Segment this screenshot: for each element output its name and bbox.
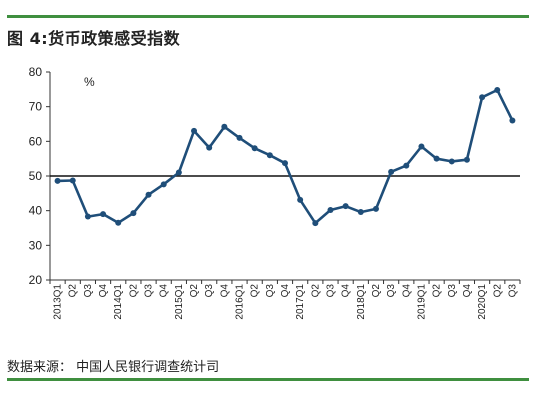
x-tick-label: 2013Q1 <box>53 284 64 320</box>
data-point <box>160 181 167 188</box>
x-tick-label: Q3 <box>265 284 276 298</box>
data-point <box>433 155 440 162</box>
data-point <box>372 205 379 212</box>
x-tick-label: 2020Q1 <box>477 284 488 320</box>
x-tick-label: Q4 <box>401 284 412 298</box>
series-line-0 <box>57 88 514 225</box>
x-tick-label: 2019Q1 <box>416 284 427 320</box>
x-tick-label: Q4 <box>219 284 230 298</box>
x-tick-label: Q2 <box>189 284 200 298</box>
x-tick-label: 2014Q1 <box>113 284 124 320</box>
x-tick-label: Q2 <box>371 284 382 298</box>
data-point <box>479 94 486 101</box>
x-tick-label: Q4 <box>159 284 170 298</box>
x-tick-label: Q3 <box>386 284 397 298</box>
y-tick-label: 50 <box>29 169 43 183</box>
data-point <box>145 191 152 198</box>
x-tick-label: Q3 <box>83 284 94 298</box>
data-point <box>357 209 364 216</box>
data-point <box>418 143 425 150</box>
data-point <box>84 213 91 220</box>
data-point <box>494 87 501 94</box>
x-tick-label: Q2 <box>432 284 443 298</box>
y-tick-label: 80 <box>29 65 43 79</box>
data-point <box>69 177 76 184</box>
x-tick-label: Q4 <box>98 284 109 298</box>
x-tick-label: Q3 <box>204 284 215 298</box>
x-tick-label: Q2 <box>492 284 503 298</box>
data-point <box>403 162 410 169</box>
y-tick-label: 40 <box>29 204 43 218</box>
x-tick-label: Q2 <box>310 284 321 298</box>
y-tick-label: 20 <box>29 273 43 287</box>
x-tick-label: Q4 <box>462 284 473 298</box>
top-rule <box>7 15 529 18</box>
x-tick-label: Q4 <box>280 284 291 298</box>
x-tick-label: Q3 <box>447 284 458 298</box>
data-point <box>251 145 258 152</box>
y-tick-label: 70 <box>29 100 43 114</box>
x-tick-label: 2016Q1 <box>235 284 246 320</box>
data-point <box>282 160 288 167</box>
data-point <box>266 152 273 159</box>
data-point <box>130 210 137 217</box>
x-tick-label: Q3 <box>325 284 336 298</box>
data-point <box>191 127 198 134</box>
source-note: 数据来源： 中国人民银行调查统计司 <box>7 360 220 375</box>
x-tick-label: Q3 <box>144 284 155 298</box>
unit-label: % <box>84 75 95 89</box>
x-tick-label: Q2 <box>68 284 79 298</box>
data-point <box>463 156 470 163</box>
x-tick-label: Q2 <box>250 284 261 298</box>
x-tick-label: Q4 <box>341 284 352 298</box>
data-point <box>388 168 395 175</box>
x-tick-label: Q2 <box>128 284 139 298</box>
data-point <box>115 219 122 226</box>
data-point <box>509 117 516 124</box>
data-point <box>206 144 213 151</box>
data-point <box>175 169 182 176</box>
x-tick-label: 2017Q1 <box>295 284 306 320</box>
data-point <box>297 196 304 203</box>
data-point <box>221 123 228 130</box>
x-tick-label: 2015Q1 <box>174 284 185 320</box>
x-tick-label: Q3 <box>507 284 518 298</box>
data-point <box>448 158 455 165</box>
data-point <box>312 220 319 227</box>
data-point <box>100 211 107 218</box>
data-point <box>236 134 243 141</box>
data-point <box>342 203 349 210</box>
figure-title: 图 4:货币政策感受指数 <box>7 29 181 48</box>
y-tick-label: 30 <box>29 238 43 252</box>
data-point <box>327 206 334 213</box>
data-point <box>54 177 61 184</box>
y-tick-label: 60 <box>29 134 43 148</box>
bottom-rule <box>7 378 529 381</box>
x-tick-label: 2018Q1 <box>356 284 367 320</box>
